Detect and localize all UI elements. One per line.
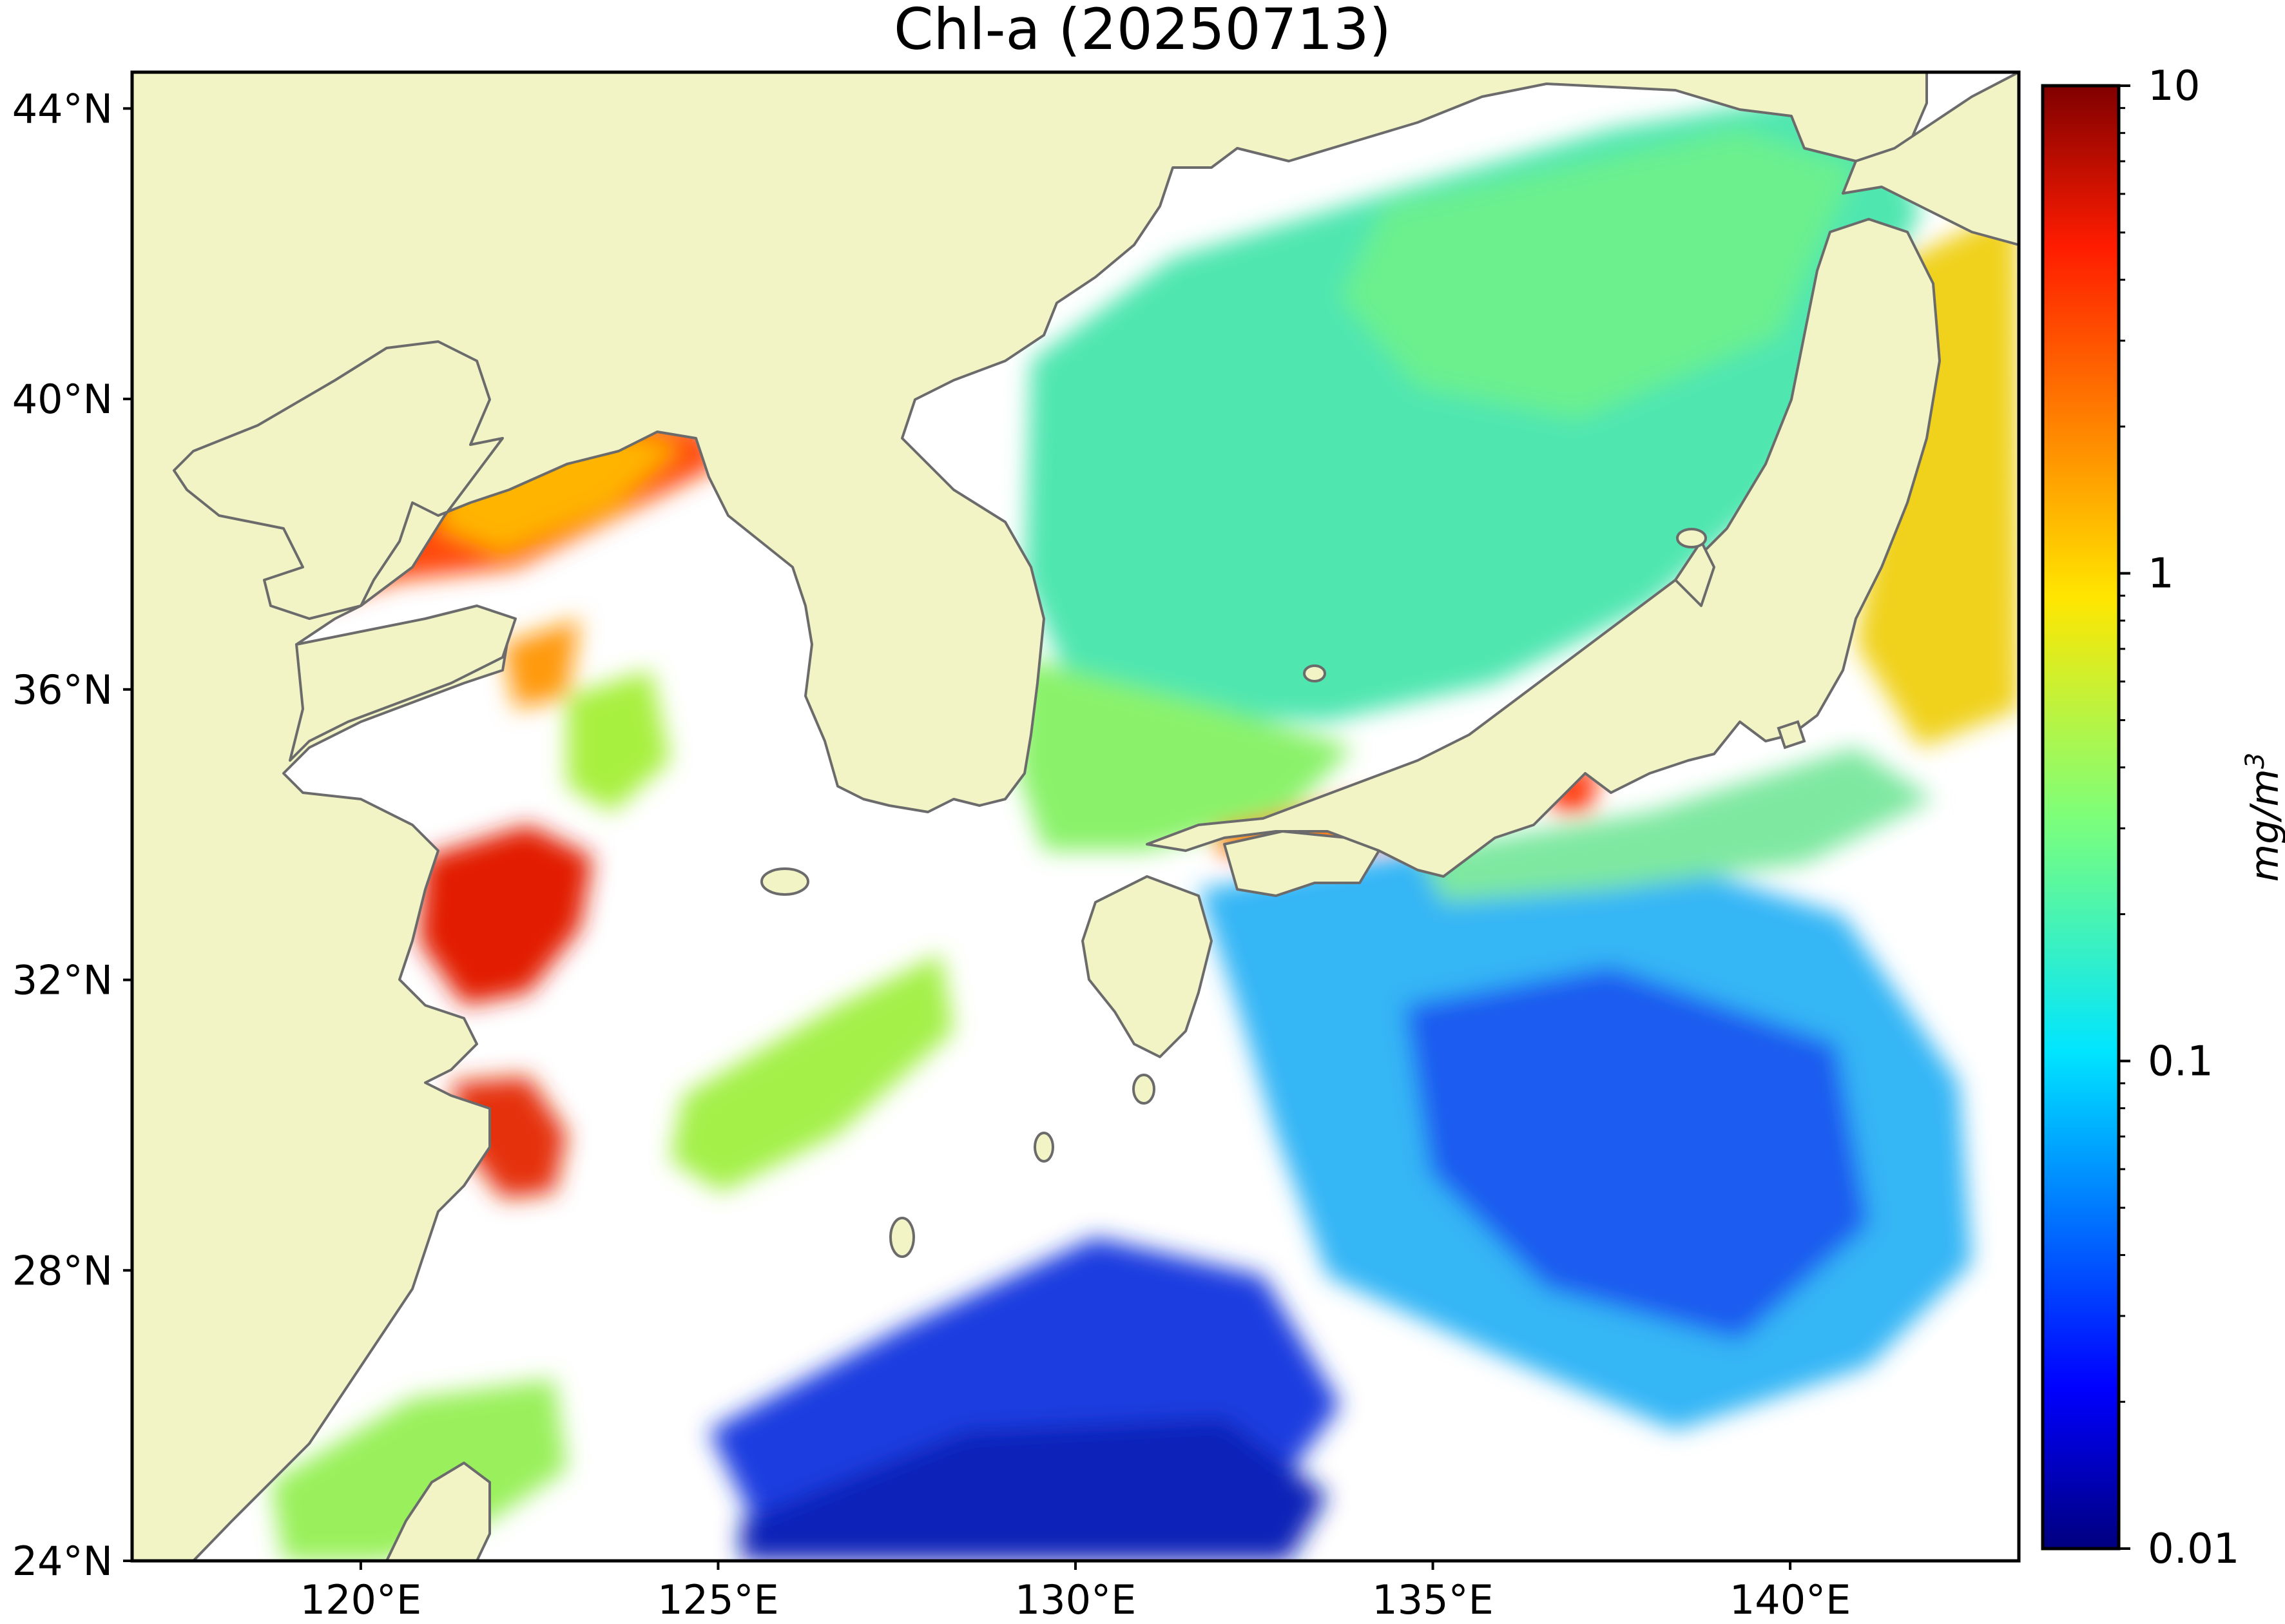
colorbar-tick-label: 1 bbox=[2148, 550, 2174, 598]
colorbar-tick-label: 10 bbox=[2148, 63, 2200, 110]
yellow-sea-patch-1 bbox=[503, 619, 580, 709]
lat-tick-label: 28°N bbox=[12, 1247, 113, 1294]
ryukyu-deep-chl bbox=[741, 1418, 1327, 1561]
okinawa-island bbox=[889, 1217, 915, 1258]
lon-tick-label: 125°E bbox=[657, 1576, 779, 1623]
lon-tick-label: 135°E bbox=[1372, 1576, 1494, 1623]
sado-island bbox=[1676, 528, 1707, 548]
tanegashima-island bbox=[1132, 1074, 1155, 1105]
kyushu bbox=[1081, 875, 1213, 1058]
taiwan bbox=[385, 1462, 491, 1561]
colorbar-tick-label: 0.1 bbox=[2148, 1038, 2213, 1085]
longitude-axis: 120°E 125°E 130°E 135°E 140°E bbox=[300, 1561, 1851, 1623]
land-layer bbox=[132, 72, 2019, 1561]
yellow-sea-patch-2 bbox=[567, 670, 670, 812]
lat-tick-label: 44°N bbox=[12, 85, 113, 132]
shandong-peninsula bbox=[289, 604, 517, 762]
shikoku bbox=[1223, 830, 1380, 897]
lon-tick-label: 130°E bbox=[1015, 1576, 1137, 1623]
yangtze-estuary-chl bbox=[419, 825, 593, 1005]
east-sea-north-chl bbox=[1340, 129, 1856, 419]
colorbar-tick-label: 0.01 bbox=[2148, 1525, 2240, 1573]
colorbar: 10 1 0.1 0.01 mg/m3 bbox=[2041, 63, 2285, 1573]
honshu bbox=[1146, 218, 1941, 878]
map-area bbox=[132, 72, 2019, 1561]
latitude-axis: 44°N 40°N 36°N 32°N 28°N 24°N bbox=[12, 85, 132, 1585]
colorbar-gradient bbox=[2043, 86, 2119, 1549]
asia-mainland bbox=[132, 72, 1928, 1561]
amami-island bbox=[1034, 1132, 1054, 1163]
lat-tick-label: 24°N bbox=[12, 1538, 113, 1585]
lon-tick-label: 140°E bbox=[1730, 1576, 1851, 1623]
japan-pacific-coast-chl bbox=[1418, 748, 1933, 902]
lon-tick-label: 120°E bbox=[300, 1576, 422, 1623]
jeju-island bbox=[760, 867, 809, 896]
kuroshio-deep-blue bbox=[1405, 967, 1869, 1340]
lat-tick-label: 36°N bbox=[12, 666, 113, 713]
colorbar-ticks: 10 1 0.1 0.01 bbox=[2119, 63, 2240, 1573]
noto-peninsula bbox=[1674, 540, 1715, 607]
tokyo-bay-outline bbox=[1777, 720, 1806, 749]
lat-tick-label: 40°N bbox=[12, 376, 113, 423]
taiwan-strait-chl bbox=[271, 1379, 567, 1561]
colorbar-frame bbox=[2041, 84, 2121, 1551]
lat-tick-label: 32°N bbox=[12, 957, 113, 1004]
ecs-green-chl bbox=[670, 954, 954, 1192]
colorbar-unit-label: mg/m3 bbox=[2241, 753, 2285, 882]
oki-island bbox=[1303, 664, 1326, 682]
map-title: Chl-a (20250713) bbox=[894, 0, 1391, 63]
hokkaido bbox=[1842, 72, 2019, 246]
korea-strait-chl bbox=[1018, 657, 1353, 851]
